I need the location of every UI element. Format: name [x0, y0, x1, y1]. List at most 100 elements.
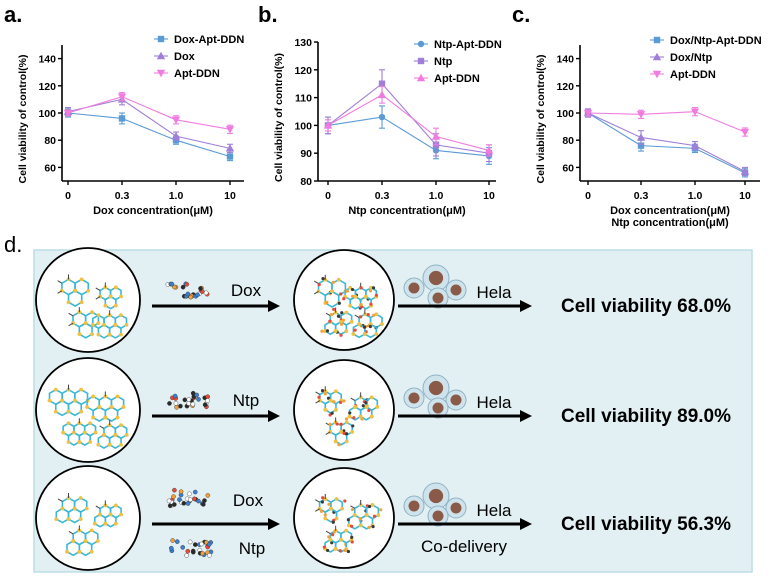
dna-junction: [374, 312, 379, 317]
dna-junction: [328, 398, 333, 403]
drug-molecule: [346, 518, 350, 522]
aptamer-strand: [99, 425, 105, 429]
data-point: [225, 144, 235, 152]
dna-junction: [97, 405, 102, 409]
aptamer-strand: [57, 290, 63, 294]
dna-hexagon: [67, 289, 83, 307]
drug-atom: [186, 401, 192, 406]
cell-viability-result: Cell viability 56.3%: [561, 514, 731, 535]
dna-junction: [344, 528, 349, 533]
data-point: [63, 109, 73, 118]
drug-molecule: [317, 282, 321, 287]
drug-atom: [172, 487, 177, 493]
data-point: [431, 132, 441, 140]
data-point: [118, 115, 126, 122]
dna-junction: [329, 506, 333, 511]
dna-junction: [95, 539, 100, 543]
drug-label: Ntp: [233, 391, 259, 410]
x-axis-label: Dox concentration(μM): [93, 205, 213, 217]
series-line: [587, 112, 746, 174]
drug-molecule: [342, 297, 346, 301]
drug-molecule: [328, 319, 332, 323]
dna-hexagon: [92, 314, 105, 330]
drug-molecule: [361, 404, 365, 408]
drug-molecule: [337, 443, 341, 447]
aptamer-strand: [325, 530, 331, 535]
chart-c: 60 80 100 120 140 0 0.3 1.0 10 Dox concentration(…: [535, 35, 762, 229]
dna-junction: [364, 513, 369, 518]
dna-junction: [54, 517, 59, 521]
drug-label: Dox: [231, 281, 262, 300]
x-tick-label: 0.3: [375, 190, 390, 202]
dna-junction: [72, 430, 76, 435]
drug-molecule: [335, 422, 339, 426]
drug-molecule: [348, 411, 352, 415]
data-point: [323, 121, 333, 129]
drug-molecule: [371, 525, 375, 529]
dna-junction: [333, 439, 338, 444]
x-tick-label: 0.3: [115, 190, 130, 202]
hela-nucleus: [428, 488, 444, 504]
dna-junction: [77, 549, 82, 554]
series-line: [327, 82, 490, 154]
legend-label: Dox/Ntp-Apt-DDN: [670, 35, 762, 47]
dna-hexagon: [55, 507, 70, 524]
drug-atom: [180, 545, 186, 550]
dna-junction: [333, 546, 338, 551]
data-point: [636, 111, 646, 119]
drug-molecule: [325, 300, 329, 304]
dna-junction: [107, 442, 112, 447]
dna-junction: [344, 439, 349, 444]
drug-molecule: [330, 411, 334, 415]
legend-marker: [652, 52, 662, 61]
y-axis-label: Cell viability of control(%): [273, 53, 285, 182]
y-tick-label: 120: [556, 81, 574, 93]
dna-junction: [79, 300, 84, 305]
series-line: [327, 116, 490, 157]
dna-junction: [339, 430, 344, 434]
dna-junction: [83, 539, 88, 543]
drug-atom: [178, 403, 183, 409]
dna-hexagon: [62, 422, 75, 437]
well-circle: [35, 465, 141, 571]
drug-atom: [169, 281, 175, 287]
drug-atom: [187, 539, 193, 545]
arrow-head: [268, 518, 280, 530]
drug-molecule: [343, 499, 347, 503]
legend-marker: [417, 40, 425, 48]
dna-junction: [363, 294, 368, 299]
drug-molecule: [331, 520, 335, 524]
dna-hexagon: [324, 538, 337, 553]
dna-junction: [115, 394, 120, 399]
drug-molecule: [338, 549, 342, 553]
drug-atom: [196, 397, 201, 402]
x-tick-label: 1.0: [169, 190, 184, 202]
drug-atom: [178, 489, 184, 494]
y-tick-label: 100: [556, 108, 574, 120]
dna-junction: [73, 288, 78, 293]
drug-label: Ntp: [239, 539, 265, 558]
drug-molecule: [321, 496, 325, 500]
x-axis-label: Ntp concentration(μM): [348, 205, 466, 217]
dna-junction: [347, 414, 352, 419]
y-axis-label: Cell viability of control(%): [17, 55, 29, 184]
aptamer-strand: [350, 397, 356, 401]
arrow-head: [268, 300, 280, 312]
y-tick-label: 80: [44, 135, 56, 147]
dna-junction: [88, 440, 93, 444]
dna-junction: [86, 288, 91, 293]
dna-junction: [78, 496, 83, 500]
aptamer-strand: [313, 280, 319, 285]
hela-cells-icon: [403, 374, 467, 419]
dna-junction: [102, 323, 106, 327]
dna-junction: [107, 332, 112, 337]
dna-junction: [90, 323, 95, 327]
drug-atom: [170, 538, 175, 543]
dna-hexagon: [93, 513, 107, 528]
drug-atom: [190, 390, 196, 396]
drug-molecule: [339, 422, 343, 426]
dna-junction: [113, 521, 118, 526]
drug-molecule: [317, 395, 321, 399]
x-tick-label: 10: [224, 190, 236, 202]
dna-junction: [323, 516, 328, 521]
